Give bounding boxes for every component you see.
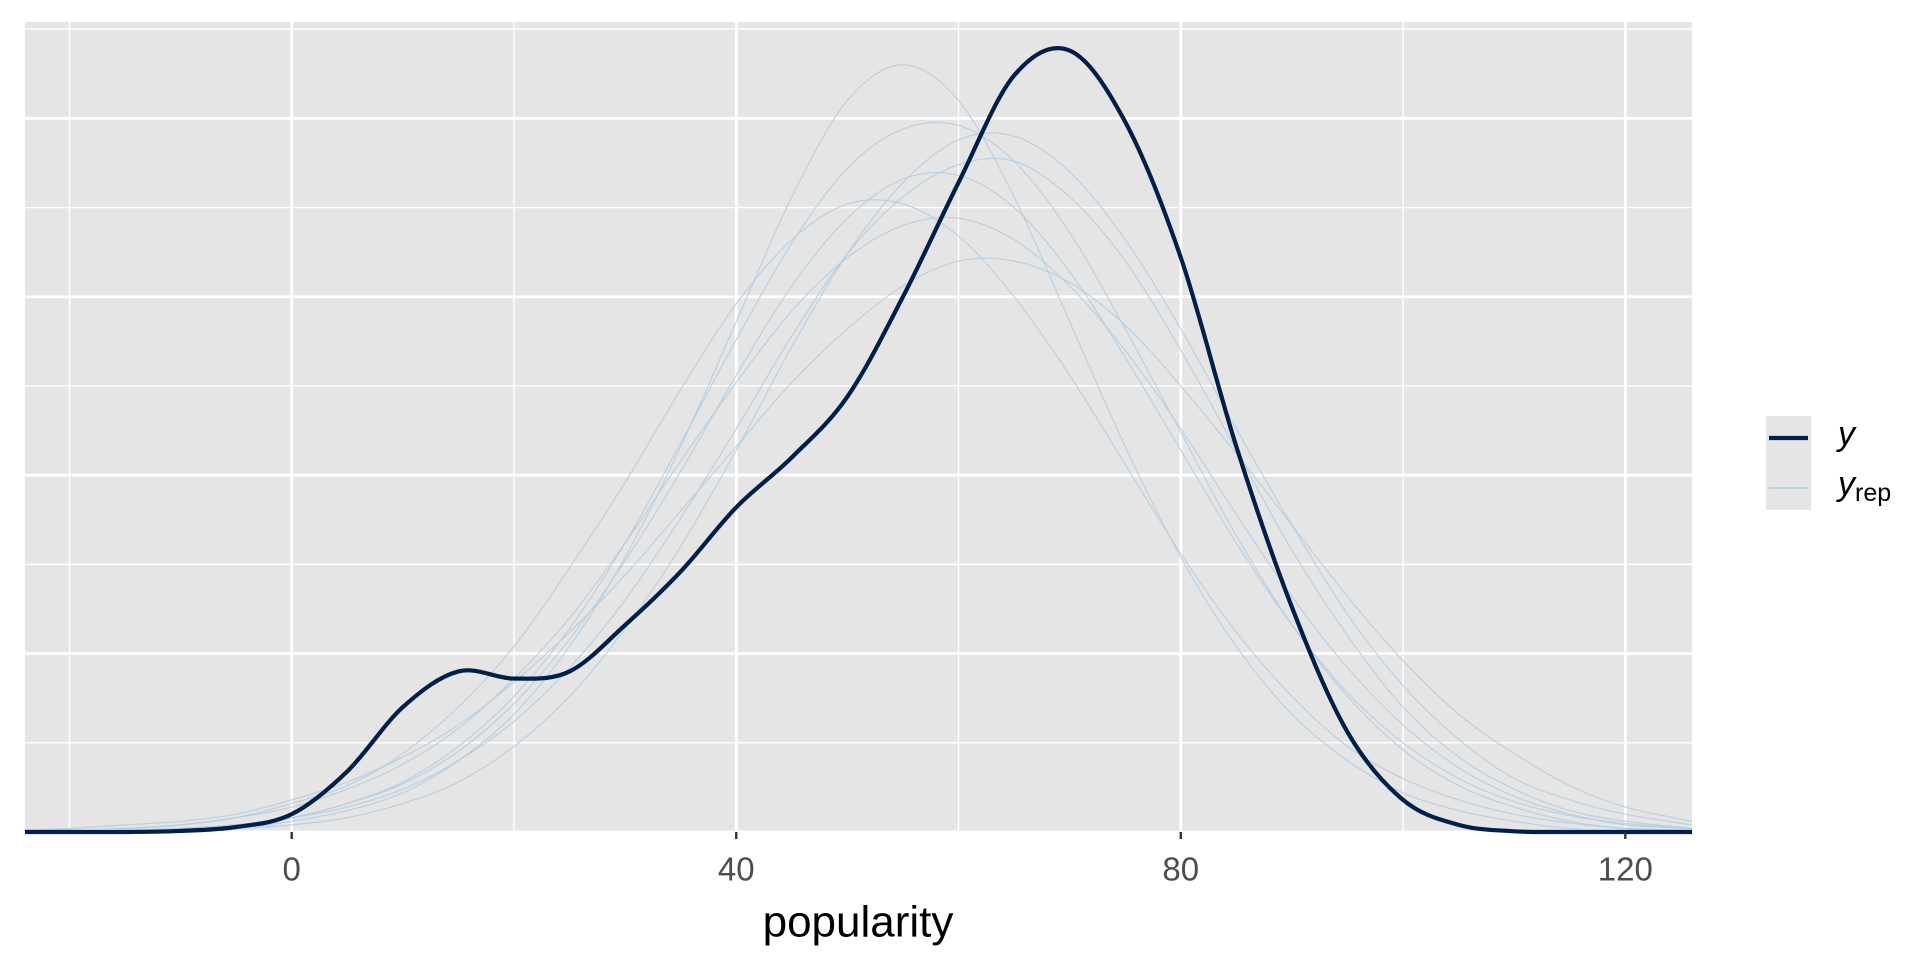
plot-panel (25, 22, 1692, 832)
density-lines (24, 45, 1693, 835)
observed-density-line (24, 45, 1692, 835)
x-tick-label: 40 (718, 851, 755, 888)
replicate-density-line (24, 132, 1693, 833)
legend-label-main: y (1836, 415, 1857, 453)
legend-label: y (1836, 415, 1857, 453)
x-tick-label: 120 (1598, 851, 1653, 888)
legend-label-main: y (1836, 465, 1857, 503)
legend-key-background (1766, 416, 1811, 510)
legend-label-subscript: rep (1855, 479, 1891, 507)
replicate-density-line (24, 64, 1693, 833)
replicate-density-line (24, 257, 1693, 831)
legend-label: yrep (1836, 465, 1891, 507)
replicate-density-line (24, 199, 1693, 832)
x-tick-label: 80 (1162, 851, 1199, 888)
x-axis: 0 40 80 120 (283, 832, 1653, 888)
x-tick-label: 0 (283, 851, 301, 888)
replicate-density-line (24, 121, 1693, 833)
replicate-density-line (24, 157, 1693, 833)
grid (25, 22, 1692, 834)
x-axis-title: popularity (763, 898, 954, 947)
